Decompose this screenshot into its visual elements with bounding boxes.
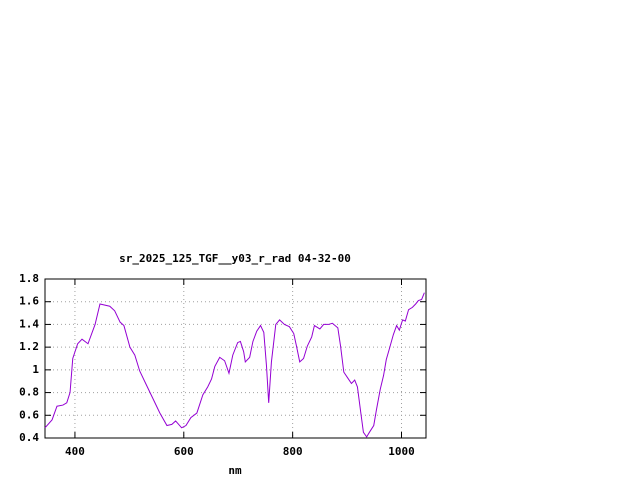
y-tick-label: 1.6 [19,295,39,308]
data-line [44,292,425,438]
plot-frame [44,278,427,439]
chart-title: sr_2025_125_TGF__y03_r_rad 04-32-00 [119,252,351,265]
y-tick-label: 1 [32,363,39,376]
y-tick-label: 1.8 [19,272,39,285]
x-tick-label: 400 [65,445,85,458]
x-tick-label: 1000 [388,445,415,458]
y-tick-label: 1.4 [19,317,39,330]
x-axis-label: nm [228,464,242,477]
y-tick-label: 1.2 [19,340,39,353]
y-tick-label: 0.6 [19,408,39,421]
y-tick-label: 0.4 [19,431,39,444]
y-tick-label: 0.8 [19,386,39,399]
x-tick-label: 800 [283,445,303,458]
x-tick-label: 600 [174,445,194,458]
